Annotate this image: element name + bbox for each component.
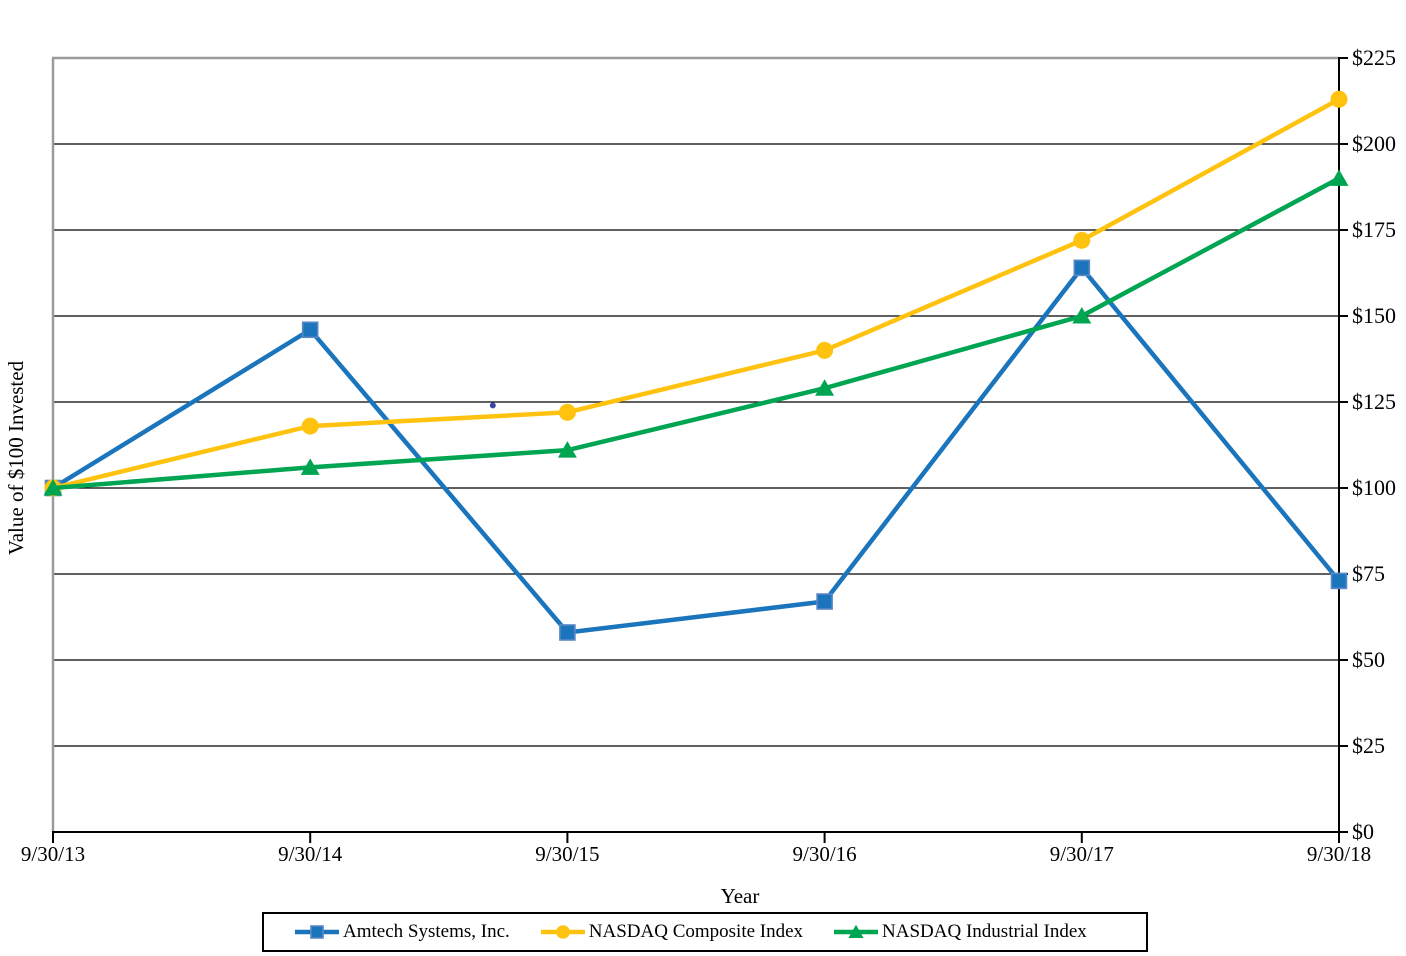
y-tick-label: $25 [1352,733,1385,758]
legend-item-nasdaq-composite: NASDAQ Composite Index [540,921,803,943]
legend-label-nasdaq-composite: NASDAQ Composite Index [588,921,804,942]
x-tick-label: 9/30/16 [792,842,857,866]
y-tick-label: $150 [1352,303,1396,328]
legend-label-amtech: Amtech Systems, Inc. [343,921,510,942]
legend-sample-composite-line-circle-icon [540,925,585,939]
y-axis-title: Value of $100 Invested [4,360,28,556]
y-tick-label: $175 [1352,217,1396,242]
y-tick-label: $125 [1352,389,1396,414]
legend-item-nasdaq-industrial: NASDAQ Industrial Index [833,921,1087,943]
x-tick-label: 9/30/17 [1049,842,1114,866]
y-tick-label: $75 [1352,561,1385,586]
x-tick-label: 9/30/18 [1306,842,1372,866]
legend-item-amtech: Amtech Systems, Inc. [294,921,510,943]
y-tick-label: $0 [1352,819,1374,844]
y-tick-label: $200 [1352,131,1396,156]
y-tick-label: $100 [1352,475,1396,500]
x-tick-label: 9/30/14 [278,842,343,866]
legend-sample-amtech-line-square-icon [295,925,339,939]
x-tick-label: 9/30/15 [535,842,600,866]
x-axis-title: Year [720,884,760,908]
y-tick-label: $225 [1352,45,1396,70]
y-tick-label: $50 [1352,647,1385,672]
x-tick-label: 9/30/13 [20,842,86,866]
legend-sample-industrial-line-triangle-icon [834,924,879,938]
legend-label-nasdaq-industrial: NASDAQ Industrial Index [882,921,1087,942]
legend: Amtech Systems, Inc. NASDAQ Composite In… [262,912,1148,952]
